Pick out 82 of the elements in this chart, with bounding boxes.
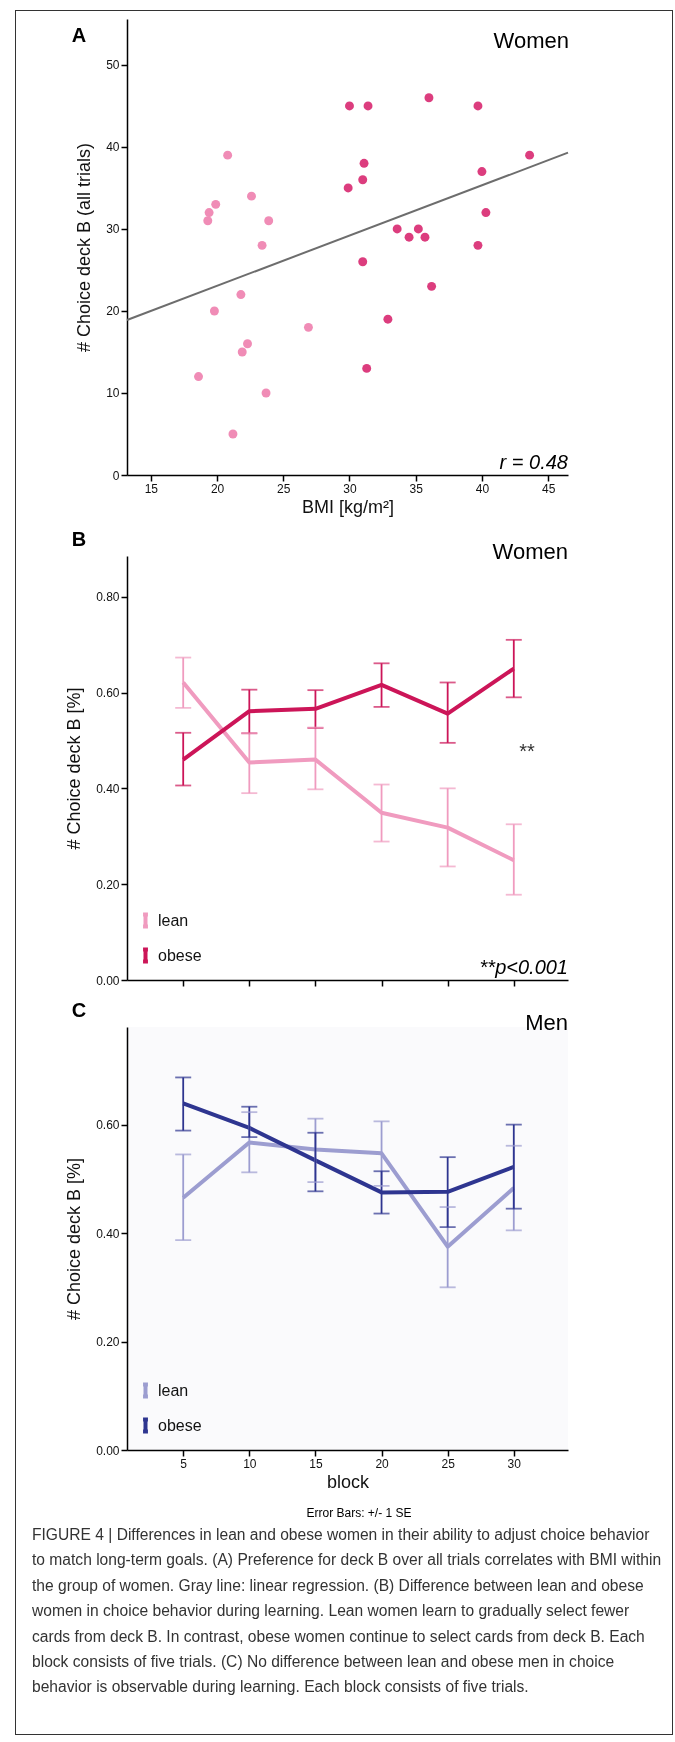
point [204, 208, 214, 218]
x-tick-label: 15 [309, 1456, 323, 1471]
legend-label: lean [158, 1381, 189, 1399]
y-tick-label: 50 [106, 58, 120, 73]
x-tick-label: 20 [375, 1456, 390, 1471]
point [345, 101, 354, 111]
point [247, 191, 256, 201]
y-tick-label: 0.20 [96, 877, 120, 892]
x-tick-label: 40 [475, 481, 490, 496]
y-tick-label: 0.00 [96, 973, 120, 988]
point [473, 101, 483, 111]
text: A [71, 24, 87, 46]
caption: FIGURE 4 | Differences in lean and obese women in their ability to adjust choice behavior to match long-term goals. (A) Preference for deck B over all trials correlates with BMI within the group of women. Gray line: linear regression. (B) Difference between lean and obese women in choice behavior during learning. Lean women learn to gradually select fewer cards from deck B. In contrast, obese women continue to select cards from deck B. Each block consists of five trials. (C) No difference between lean and obese men in choice behavior is observable during learning. Each block consists of five trials. [32, 1525, 662, 1698]
legend-label: obese [158, 946, 202, 964]
point [257, 240, 267, 250]
y-tick-label: 0.60 [96, 1118, 120, 1133]
point [359, 158, 369, 168]
point [427, 281, 437, 291]
x-tick-label: 25 [441, 1456, 456, 1471]
y-tick-label: 0.40 [96, 1226, 120, 1241]
y-tick-label: 0 [112, 468, 120, 483]
point [363, 101, 373, 111]
point [194, 372, 203, 382]
y-tick-label: 0.80 [96, 590, 120, 605]
y-axis-title: # Choice deck B [%] [64, 687, 85, 850]
y-axis-title: # Choice deck B (all trials) [74, 142, 95, 353]
point [261, 388, 271, 398]
point [392, 224, 402, 234]
text: B [71, 528, 87, 550]
legend-label: lean [158, 911, 189, 929]
point [243, 339, 252, 349]
legend-label: obese [158, 1416, 202, 1434]
x-tick-label: 20 [210, 481, 225, 496]
point [481, 208, 491, 218]
point [420, 232, 430, 242]
point [525, 150, 535, 160]
point [236, 290, 246, 300]
y-tick-label: 20 [106, 304, 120, 319]
point [303, 322, 313, 332]
x-tick-label: 5 [180, 1456, 188, 1471]
point [358, 175, 368, 185]
point [477, 167, 487, 177]
y-axis-title: # Choice deck B [%] [64, 1157, 85, 1321]
point [203, 216, 213, 226]
point [223, 150, 233, 160]
x-tick-label: 10 [243, 1456, 257, 1471]
point [473, 240, 483, 250]
x-axis-title: block [326, 1471, 370, 1492]
point [228, 429, 238, 439]
point [209, 306, 219, 316]
point [358, 257, 368, 267]
point [211, 199, 221, 209]
x-tick-label: 15 [144, 481, 159, 496]
annotation: **p<0.001 [479, 956, 568, 978]
x-tick-label: 35 [409, 481, 424, 496]
chart-title: Women [492, 539, 568, 564]
x-tick-label: 45 [541, 481, 556, 496]
x-tick-label: 30 [343, 481, 357, 496]
chart-title: Women [493, 28, 569, 53]
point [404, 232, 414, 242]
y-tick-label: 10 [106, 386, 120, 401]
point [383, 314, 393, 324]
chart-title: Men [525, 1010, 568, 1035]
y-tick-label: 30 [106, 222, 120, 237]
y-tick-label: 0.00 [96, 1443, 120, 1458]
point [362, 363, 372, 373]
point [343, 183, 353, 193]
annotation: ** [519, 740, 535, 762]
text: Error Bars: +/- 1 SE [306, 1506, 412, 1520]
x-tick-label: 30 [507, 1456, 522, 1471]
x-tick-label: 25 [277, 481, 291, 496]
y-tick-label: 40 [106, 140, 120, 155]
y-tick-label: 0.20 [96, 1335, 120, 1350]
annotation: r = 0.48 [499, 451, 568, 473]
x-axis-title: BMI [kg/m²] [301, 496, 395, 517]
point [264, 216, 274, 226]
y-tick-label: 0.40 [96, 781, 120, 796]
point [413, 224, 423, 234]
text: C [71, 999, 87, 1021]
point [237, 347, 247, 357]
y-tick-label: 0.60 [96, 686, 120, 701]
point [424, 93, 434, 103]
